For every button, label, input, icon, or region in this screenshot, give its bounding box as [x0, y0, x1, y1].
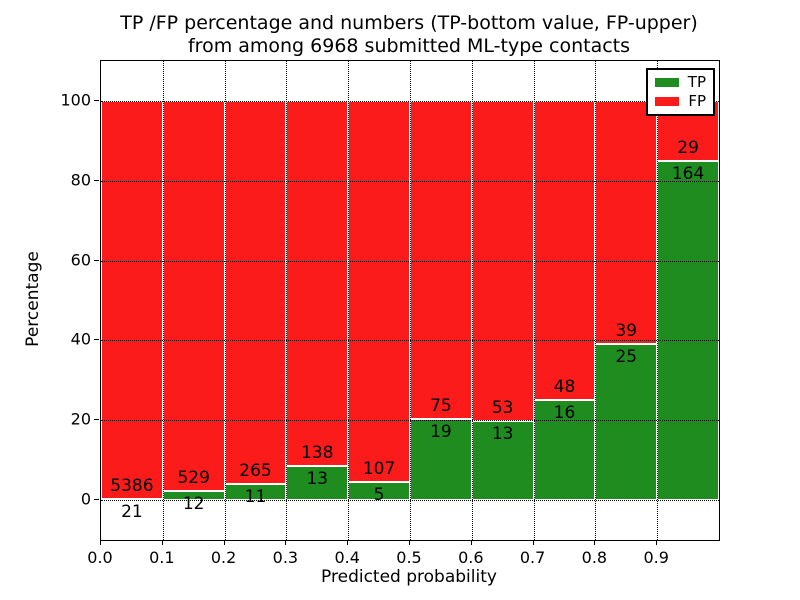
bar-tp-segment — [657, 160, 719, 501]
gridline-horizontal — [101, 420, 719, 422]
gridline-vertical — [595, 61, 597, 540]
bar-tp-segment — [286, 465, 349, 501]
bar-label-fp-count: 138 — [301, 442, 334, 463]
gridline-horizontal — [101, 500, 719, 502]
bar-label-tp-count: 164 — [671, 163, 705, 184]
bar-tp-segment — [471, 421, 534, 501]
gridline-horizontal — [101, 260, 719, 262]
bar-label-tp-count: 12 — [182, 494, 205, 515]
bar-label-fp-count: 48 — [553, 377, 576, 398]
y-tick-mark — [94, 99, 99, 101]
legend-label-tp: TP — [687, 73, 706, 91]
gridline-vertical — [162, 61, 164, 540]
gridline-vertical — [657, 61, 659, 540]
plot-area: TP FP 5386 21 529 12 265 11 138 13 107 5 75 19 53 13 4… — [100, 60, 720, 541]
legend: TP FP — [646, 68, 715, 116]
x-tick-mark — [223, 540, 225, 545]
x-tick-mark — [656, 540, 658, 545]
chart-title: TP /FP percentage and numbers (TP-bottom… — [120, 12, 698, 58]
x-tick-mark — [161, 540, 163, 545]
x-tick-mark — [100, 540, 101, 545]
x-tick-label: 0.9 — [643, 548, 669, 567]
bar-fp-segment — [101, 100, 163, 499]
legend-item-tp: TP — [655, 75, 706, 90]
bar-label-fp-count: 107 — [362, 459, 396, 480]
bar-fp-segment — [162, 100, 225, 492]
gridline-horizontal — [101, 180, 719, 182]
chart-title-line1: TP /FP percentage and numbers (TP-bottom… — [120, 12, 698, 34]
x-tick-label: 0.1 — [149, 548, 175, 567]
y-tick-mark — [94, 259, 99, 261]
gridline-horizontal — [101, 340, 719, 342]
bar-label-fp-count: 39 — [615, 321, 638, 342]
bar-label-fp-count: 265 — [239, 461, 272, 482]
x-tick-mark — [594, 540, 596, 545]
gridline-vertical — [348, 61, 350, 540]
bar-label-tp-count: 13 — [306, 468, 329, 489]
gridline-vertical — [410, 61, 411, 540]
bar-label-tp-count: 16 — [553, 403, 576, 424]
bar-fp-segment — [410, 100, 472, 420]
gridline-vertical — [471, 61, 473, 540]
bar-label-tp-count: 19 — [430, 422, 452, 443]
y-tick-label: 20 — [70, 409, 91, 429]
y-tick-mark — [94, 419, 99, 421]
x-tick-label: 0.2 — [210, 548, 237, 567]
legend-swatch-tp — [655, 78, 679, 87]
bar-fp-segment — [595, 100, 658, 345]
y-tick-mark — [94, 179, 99, 181]
bar-label-fp-count: 75 — [430, 396, 452, 417]
y-tick-label: 60 — [70, 250, 91, 270]
legend-item-fp: FP — [655, 94, 706, 109]
gridline-horizontal — [101, 100, 719, 102]
bar-fp-segment — [224, 100, 287, 485]
x-tick-mark — [409, 540, 410, 545]
gridline-vertical — [533, 61, 535, 540]
gridline-vertical — [224, 61, 226, 540]
bar-tp-segment — [410, 419, 472, 501]
bar-label-tp-count: 11 — [244, 487, 267, 508]
x-tick-label: 0.0 — [87, 548, 113, 567]
gridline-vertical — [286, 61, 288, 540]
x-tick-label: 0.8 — [581, 548, 608, 567]
y-tick-mark — [94, 339, 99, 341]
x-tick-mark — [470, 540, 472, 545]
bar-tp-segment — [101, 498, 163, 501]
bar-label-fp-count: 529 — [177, 468, 210, 489]
bar-label-tp-count: 25 — [615, 347, 638, 368]
legend-label-fp: FP — [688, 92, 706, 110]
bar-tp-segment — [533, 400, 596, 501]
bar-label-tp-count: 5 — [373, 485, 385, 506]
x-axis-label: Predicted probability — [321, 567, 497, 587]
x-tick-label: 0.6 — [458, 548, 484, 567]
bar-label-fp-count: 29 — [677, 137, 699, 158]
y-tick-label: 100 — [60, 90, 91, 110]
bar-fp-segment — [533, 100, 596, 401]
x-tick-label: 0.7 — [519, 548, 546, 567]
bar-label-tp-count: 21 — [121, 501, 143, 522]
y-tick-label: 40 — [70, 329, 91, 349]
x-tick-mark — [347, 540, 349, 545]
y-tick-label: 80 — [70, 170, 91, 190]
x-tick-label: 0.5 — [396, 548, 422, 567]
x-tick-mark — [285, 540, 287, 545]
bar-label-fp-count: 5386 — [110, 475, 154, 496]
bar-fp-segment — [286, 100, 349, 466]
bar-label-fp-count: 53 — [491, 398, 514, 419]
bar-tp-segment — [595, 344, 658, 501]
y-tick-mark — [94, 499, 99, 501]
x-tick-label: 0.3 — [272, 548, 299, 567]
x-tick-mark — [532, 540, 534, 545]
bar-fp-segment — [348, 100, 410, 483]
y-tick-label: 0 — [80, 489, 91, 509]
x-tick-label: 0.4 — [334, 548, 360, 567]
bar-label-tp-count: 13 — [491, 424, 514, 445]
legend-swatch-fp — [655, 97, 680, 106]
chart-title-line2: from among 6968 submitted ML-type contac… — [187, 35, 631, 57]
